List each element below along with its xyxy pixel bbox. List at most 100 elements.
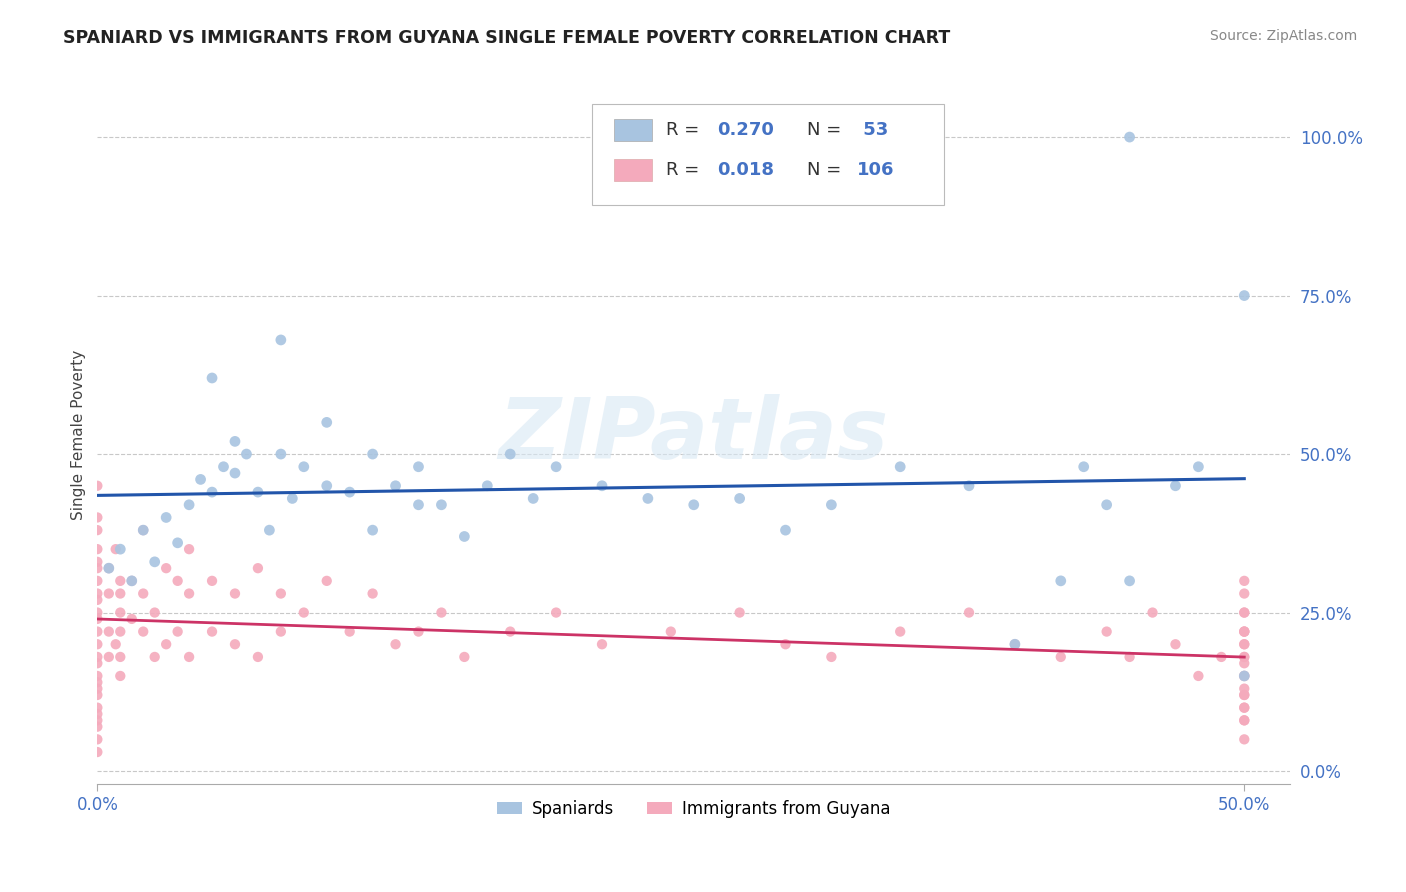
Point <box>1187 459 1209 474</box>
Point <box>546 459 568 474</box>
Point <box>155 637 177 651</box>
Point <box>281 491 304 506</box>
Point <box>166 624 188 639</box>
Point <box>1118 574 1140 588</box>
Point <box>1233 586 1256 600</box>
Point <box>384 637 406 651</box>
FancyBboxPatch shape <box>614 120 652 142</box>
Point <box>110 574 132 588</box>
Point <box>86 675 108 690</box>
Legend: Spaniards, Immigrants from Guyana: Spaniards, Immigrants from Guyana <box>491 793 897 824</box>
Point <box>121 574 143 588</box>
Point <box>1233 606 1256 620</box>
Point <box>1233 669 1256 683</box>
Point <box>224 466 246 480</box>
Point <box>86 555 108 569</box>
Point <box>1233 714 1256 728</box>
Point <box>86 706 108 721</box>
Point <box>177 542 200 557</box>
Point <box>339 485 361 500</box>
Point <box>1233 637 1256 651</box>
Point <box>104 637 127 651</box>
Point <box>246 485 269 500</box>
Point <box>408 624 430 639</box>
Point <box>166 536 188 550</box>
Text: N =: N = <box>807 161 846 179</box>
Point <box>270 586 292 600</box>
Text: 106: 106 <box>858 161 894 179</box>
Point <box>1233 688 1256 702</box>
Text: 0.018: 0.018 <box>717 161 775 179</box>
Point <box>201 485 224 500</box>
Point <box>339 624 361 639</box>
Point <box>270 447 292 461</box>
Point <box>1233 637 1256 651</box>
Point <box>259 523 281 537</box>
Point <box>86 649 108 664</box>
Point <box>235 447 257 461</box>
Point <box>86 657 108 671</box>
Point <box>86 745 108 759</box>
Point <box>361 447 384 461</box>
Point <box>499 447 522 461</box>
Point <box>143 606 166 620</box>
Point <box>177 649 200 664</box>
Point <box>1233 288 1256 302</box>
Point <box>1233 574 1256 588</box>
Point <box>86 593 108 607</box>
Point <box>97 561 120 575</box>
Point <box>143 649 166 664</box>
Point <box>246 561 269 575</box>
Point <box>361 523 384 537</box>
Point <box>1164 637 1187 651</box>
Point <box>957 606 980 620</box>
Point <box>86 720 108 734</box>
Point <box>104 542 127 557</box>
Point <box>1004 637 1026 651</box>
Point <box>315 574 337 588</box>
Point <box>270 333 292 347</box>
Point <box>110 586 132 600</box>
Point <box>1233 657 1256 671</box>
Text: ZIPatlas: ZIPatlas <box>499 393 889 476</box>
Point <box>1233 649 1256 664</box>
Point <box>86 510 108 524</box>
Point <box>430 498 453 512</box>
Point <box>132 523 155 537</box>
Point <box>315 479 337 493</box>
Point <box>1211 649 1233 664</box>
Point <box>97 624 120 639</box>
Text: 0.270: 0.270 <box>717 121 775 139</box>
Point <box>86 700 108 714</box>
Point <box>132 586 155 600</box>
Point <box>121 612 143 626</box>
Point <box>97 649 120 664</box>
Point <box>97 561 120 575</box>
Point <box>453 529 475 543</box>
Point <box>110 542 132 557</box>
Point <box>1233 624 1256 639</box>
Point <box>820 498 842 512</box>
Point <box>1095 624 1118 639</box>
Point <box>477 479 499 493</box>
Point <box>201 574 224 588</box>
Point <box>1233 649 1256 664</box>
Point <box>591 637 613 651</box>
Point <box>1073 459 1095 474</box>
Point <box>166 574 188 588</box>
Point <box>86 586 108 600</box>
FancyBboxPatch shape <box>614 159 652 181</box>
Point <box>86 574 108 588</box>
Point <box>143 555 166 569</box>
Point <box>546 606 568 620</box>
Point <box>201 371 224 385</box>
Point <box>86 561 108 575</box>
Text: N =: N = <box>807 121 846 139</box>
Point <box>384 479 406 493</box>
Point <box>86 606 108 620</box>
Point <box>1233 714 1256 728</box>
Point <box>408 459 430 474</box>
Point <box>1233 732 1256 747</box>
Point <box>110 649 132 664</box>
Point <box>1095 498 1118 512</box>
